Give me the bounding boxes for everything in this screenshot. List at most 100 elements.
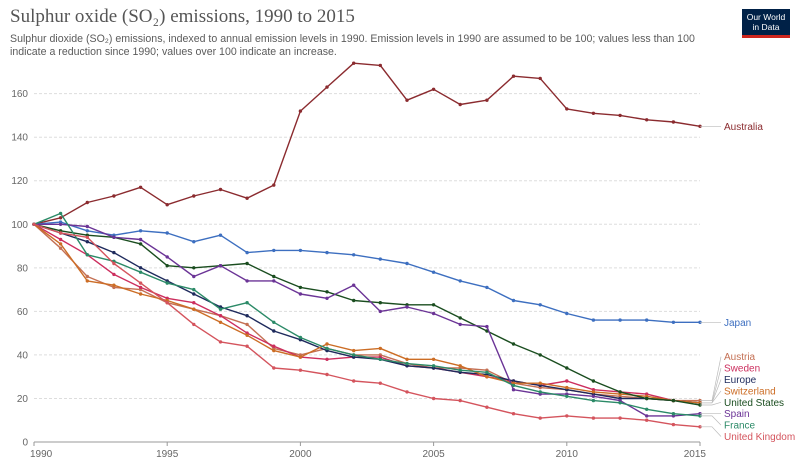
data-point[interactable] [165,231,169,235]
data-point[interactable] [245,301,249,305]
series-line[interactable] [33,221,700,323]
data-point[interactable] [165,264,169,268]
data-point[interactable] [565,394,569,398]
data-point[interactable] [85,229,90,233]
data-point[interactable] [485,370,489,374]
data-point[interactable] [352,253,356,257]
data-point[interactable] [298,109,303,113]
data-point[interactable] [245,322,249,327]
data-point[interactable] [485,98,489,102]
data-point[interactable] [405,98,409,102]
data-point[interactable] [298,355,303,359]
data-point[interactable] [192,292,196,296]
data-point[interactable] [378,381,382,385]
data-point[interactable] [138,229,143,233]
data-point[interactable] [218,314,223,318]
data-point[interactable] [58,246,63,250]
data-point[interactable] [58,231,63,235]
data-point[interactable] [565,366,569,370]
data-point[interactable] [485,324,489,329]
data-point[interactable] [192,322,196,327]
data-point[interactable] [325,372,329,377]
data-point[interactable] [671,120,676,124]
series-label[interactable]: Switzerland [724,386,776,397]
data-point[interactable] [671,398,676,403]
data-point[interactable] [192,240,196,244]
data-point[interactable] [138,292,143,296]
data-point[interactable] [485,375,489,379]
data-point[interactable] [165,281,169,285]
data-point[interactable] [431,396,436,401]
data-point[interactable] [352,283,356,287]
data-point[interactable] [138,242,143,246]
data-point[interactable] [645,118,649,122]
data-point[interactable] [378,301,382,305]
data-point[interactable] [272,329,276,333]
data-point[interactable] [325,296,329,300]
data-point[interactable] [431,87,436,92]
data-point[interactable] [112,272,116,277]
data-point[interactable] [458,368,462,372]
data-point[interactable] [325,290,329,294]
data-point[interactable] [85,274,90,279]
data-point[interactable] [85,240,90,244]
data-point[interactable] [431,364,436,368]
data-point[interactable] [192,307,196,311]
data-point[interactable] [405,305,409,309]
series-switzerland[interactable] [32,222,702,405]
owid-logo[interactable]: Our World in Data [742,9,790,38]
data-point[interactable] [165,301,169,305]
data-point[interactable] [165,255,169,259]
data-point[interactable] [85,224,90,229]
data-point[interactable] [192,301,196,305]
data-point[interactable] [112,261,116,266]
data-point[interactable] [272,320,276,324]
data-point[interactable] [591,394,596,398]
data-point[interactable] [192,194,196,198]
data-point[interactable] [165,203,169,207]
series-line[interactable] [33,223,701,428]
data-point[interactable] [538,381,542,385]
data-point[interactable] [591,111,596,116]
data-point[interactable] [538,76,542,81]
data-point[interactable] [218,187,223,192]
data-point[interactable] [352,353,356,357]
data-point[interactable] [352,379,356,383]
data-point[interactable] [431,357,436,361]
data-point[interactable] [591,398,596,403]
data-point[interactable] [458,322,462,327]
series-label[interactable]: Spain [724,409,750,420]
data-point[interactable] [218,264,223,268]
series-label[interactable]: Austria [724,352,756,363]
data-point[interactable] [138,270,143,274]
data-point[interactable] [511,74,516,78]
data-point[interactable] [511,298,516,303]
data-point[interactable] [458,398,462,403]
data-point[interactable] [112,283,116,287]
data-point[interactable] [591,318,596,322]
data-point[interactable] [511,383,516,388]
data-point[interactable] [538,353,542,357]
data-point[interactable] [325,357,329,361]
data-point[interactable] [671,412,676,416]
data-point[interactable] [378,63,382,68]
data-point[interactable] [192,266,196,270]
data-point[interactable] [431,303,436,307]
data-point[interactable] [325,85,329,89]
data-point[interactable] [245,333,249,337]
data-point[interactable] [618,318,622,322]
data-point[interactable] [112,235,116,239]
data-point[interactable] [511,342,516,346]
data-point[interactable] [671,422,676,427]
series-line[interactable] [33,223,701,404]
data-point[interactable] [245,344,249,348]
data-point[interactable] [538,303,542,307]
data-point[interactable] [565,379,569,383]
data-point[interactable] [272,366,276,370]
data-point[interactable] [458,316,462,320]
series-france[interactable] [32,211,702,418]
series-line[interactable] [33,223,701,406]
data-point[interactable] [218,320,223,324]
data-point[interactable] [245,314,249,318]
data-point[interactable] [565,107,569,111]
